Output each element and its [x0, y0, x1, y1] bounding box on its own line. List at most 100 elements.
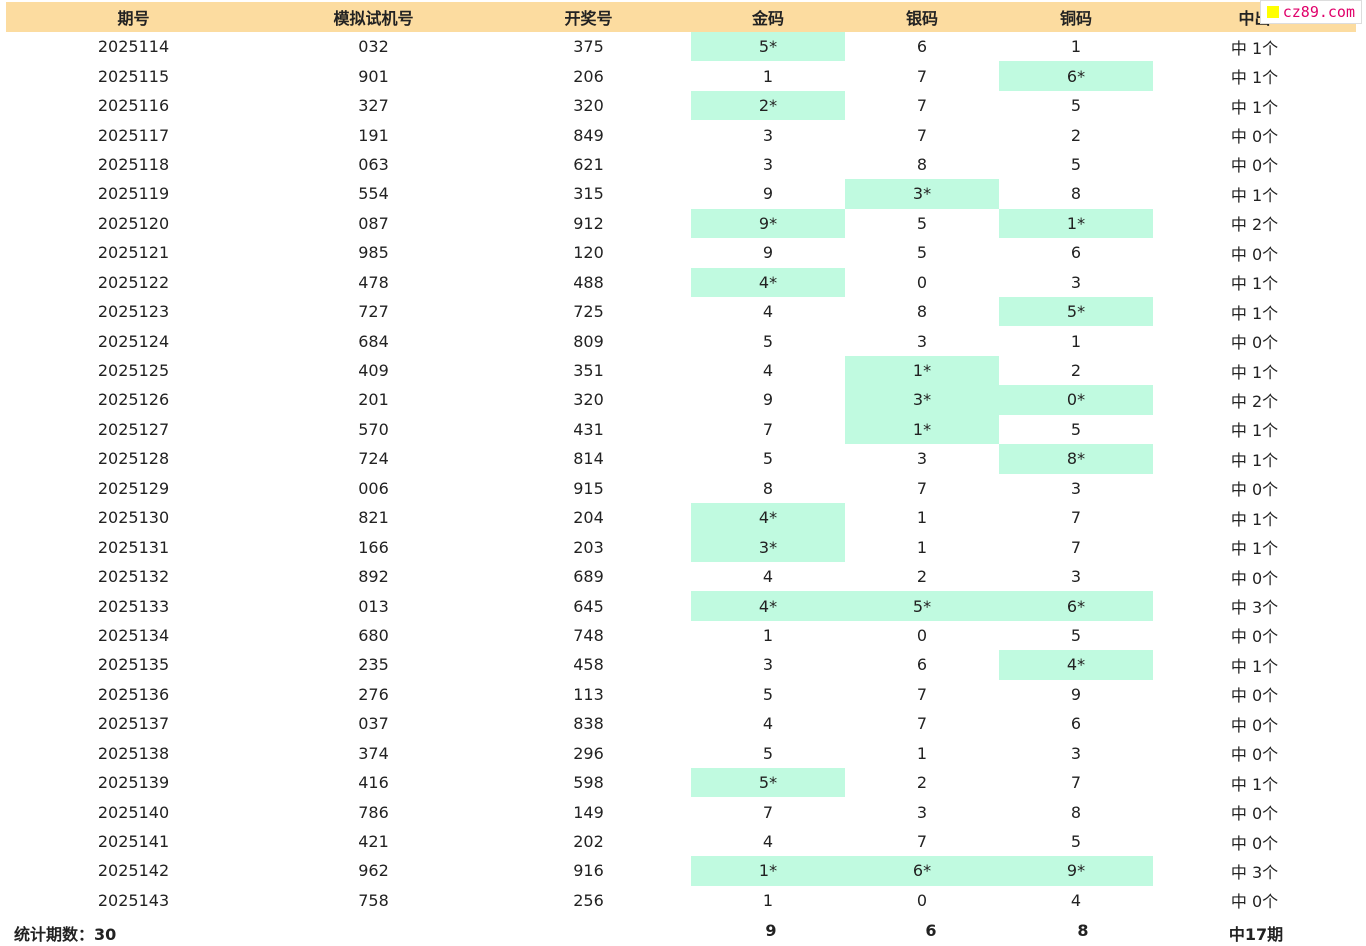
cell-qihao: 2025121 [97, 243, 170, 263]
cell-moni: 962 [358, 861, 389, 881]
table-row: 2025118 063 621 3 8 5 中 0个 [6, 150, 1356, 179]
summary-row: 统计期数：30 9 6 8 中17期 [6, 917, 1356, 945]
cell-jinma: 4 [762, 361, 774, 381]
cell-yinma: 7 [916, 684, 928, 704]
cell-qihao: 2025115 [97, 66, 170, 86]
cell-jinma: 4 [762, 567, 774, 587]
cell-yinma: 7 [916, 125, 928, 145]
cell-kaijiang: 849 [573, 125, 604, 145]
cell-jinma: 4 [762, 302, 774, 322]
table-row: 2025122 478 488 4* 0 3 中 1个 [6, 267, 1356, 297]
cell-yinma: 3* [845, 385, 999, 415]
cell-qihao: 2025142 [97, 861, 170, 881]
cell-moni: 416 [358, 773, 389, 793]
cell-jinma: 5* [691, 32, 845, 62]
cell-zhongchu: 中 1个 [1230, 450, 1279, 470]
cell-qihao: 2025127 [97, 419, 170, 439]
cell-jinma: 4* [691, 267, 845, 297]
table-row: 2025121 985 120 9 5 6 中 0个 [6, 238, 1356, 267]
cell-moni: 724 [358, 449, 389, 469]
cell-jinma: 8 [762, 478, 774, 498]
cell-kaijiang: 488 [573, 272, 604, 292]
cell-zhongchu: 中 0个 [1230, 127, 1279, 147]
cell-moni: 191 [358, 125, 389, 145]
cell-qihao: 2025124 [97, 331, 170, 351]
table-row: 2025130 821 204 4* 1 7 中 1个 [6, 503, 1356, 533]
table-row: 2025120 087 912 9* 5 1* 中 2个 [6, 208, 1356, 239]
cell-jinma: 2* [691, 90, 845, 121]
cell-tongma: 5 [1070, 625, 1082, 645]
cell-yinma: 0 [916, 890, 928, 910]
cell-moni: 276 [358, 684, 389, 704]
cell-zhongchu: 中 1个 [1230, 509, 1279, 529]
cell-yinma: 3 [916, 331, 928, 351]
cell-yinma: 2 [916, 773, 928, 793]
cell-qihao: 2025140 [97, 802, 170, 822]
header-jinma: 金码 [691, 2, 845, 32]
table-row: 2025115 901 206 1 7 6* 中 1个 [6, 61, 1356, 91]
cell-kaijiang: 206 [573, 66, 604, 86]
cell-qihao: 2025139 [97, 773, 170, 793]
cell-zhongchu: 中 3个 [1230, 862, 1279, 882]
cell-yinma: 6* [845, 856, 999, 886]
cell-moni: 013 [358, 596, 389, 616]
cell-zhongchu: 中 0个 [1230, 156, 1279, 176]
cell-yinma: 6 [916, 37, 928, 57]
cell-tongma: 1 [1070, 37, 1082, 57]
cell-kaijiang: 256 [573, 890, 604, 910]
cell-yinma: 2 [916, 567, 928, 587]
cell-jinma: 7 [762, 802, 774, 822]
cell-tongma: 7 [1070, 537, 1082, 557]
cell-qihao: 2025120 [97, 213, 170, 233]
cell-yinma: 3 [916, 449, 928, 469]
cell-kaijiang: 315 [573, 184, 604, 204]
cell-kaijiang: 689 [573, 567, 604, 587]
cell-kaijiang: 645 [573, 596, 604, 616]
cell-yinma: 7 [916, 714, 928, 734]
table-body: 2025114 032 375 5* 6 1 中 1个 2025115 901 206 1 7 6* 中 … [6, 32, 1356, 915]
cell-qihao: 2025116 [97, 96, 170, 116]
cell-kaijiang: 149 [573, 802, 604, 822]
cell-zhongchu: 中 0个 [1230, 833, 1279, 853]
cell-moni: 478 [358, 272, 389, 292]
watermark-text: cz89.com [1282, 3, 1355, 21]
cell-zhongchu: 中 1个 [1230, 303, 1279, 323]
cell-moni: 684 [358, 331, 389, 351]
cell-jinma: 4* [691, 591, 845, 621]
cell-jinma: 5 [762, 331, 774, 351]
cell-tongma: 5 [1070, 419, 1082, 439]
cell-tongma: 7 [1070, 773, 1082, 793]
cell-kaijiang: 296 [573, 743, 604, 763]
table-row: 2025116 327 320 2* 7 5 中 1个 [6, 90, 1356, 121]
cell-zhongchu: 中 0个 [1230, 745, 1279, 765]
cell-kaijiang: 113 [573, 684, 604, 704]
watermark-square-icon [1266, 6, 1279, 18]
cell-kaijiang: 814 [573, 449, 604, 469]
cell-kaijiang: 203 [573, 537, 604, 557]
cell-zhongchu: 中 1个 [1230, 421, 1279, 441]
cell-jinma: 9 [762, 390, 774, 410]
table-row: 2025132 892 689 4 2 3 中 0个 [6, 562, 1356, 591]
cell-moni: 201 [358, 390, 389, 410]
cell-yinma: 5 [916, 243, 928, 263]
cell-tongma: 3 [1070, 567, 1082, 587]
cell-tongma: 4* [999, 650, 1153, 680]
cell-moni: 409 [358, 361, 389, 381]
table-row: 2025117 191 849 3 7 2 中 0个 [6, 120, 1356, 149]
cell-kaijiang: 916 [573, 861, 604, 881]
table-row: 2025126 201 320 9 3* 0* 中 2个 [6, 385, 1356, 415]
cell-zhongchu: 中 0个 [1230, 892, 1279, 912]
cell-moni: 901 [358, 66, 389, 86]
cell-yinma: 7 [916, 478, 928, 498]
cell-jinma: 3* [691, 532, 845, 562]
cell-qihao: 2025119 [97, 184, 170, 204]
cell-kaijiang: 204 [573, 508, 604, 528]
cell-moni: 821 [358, 508, 389, 528]
cell-tongma: 4 [1070, 890, 1082, 910]
cell-jinma: 5 [762, 684, 774, 704]
cell-jinma: 1 [762, 890, 774, 910]
cell-zhongchu: 中 1个 [1230, 539, 1279, 559]
cell-jinma: 5 [762, 449, 774, 469]
cell-yinma: 1* [845, 355, 999, 386]
cell-qihao: 2025133 [97, 596, 170, 616]
